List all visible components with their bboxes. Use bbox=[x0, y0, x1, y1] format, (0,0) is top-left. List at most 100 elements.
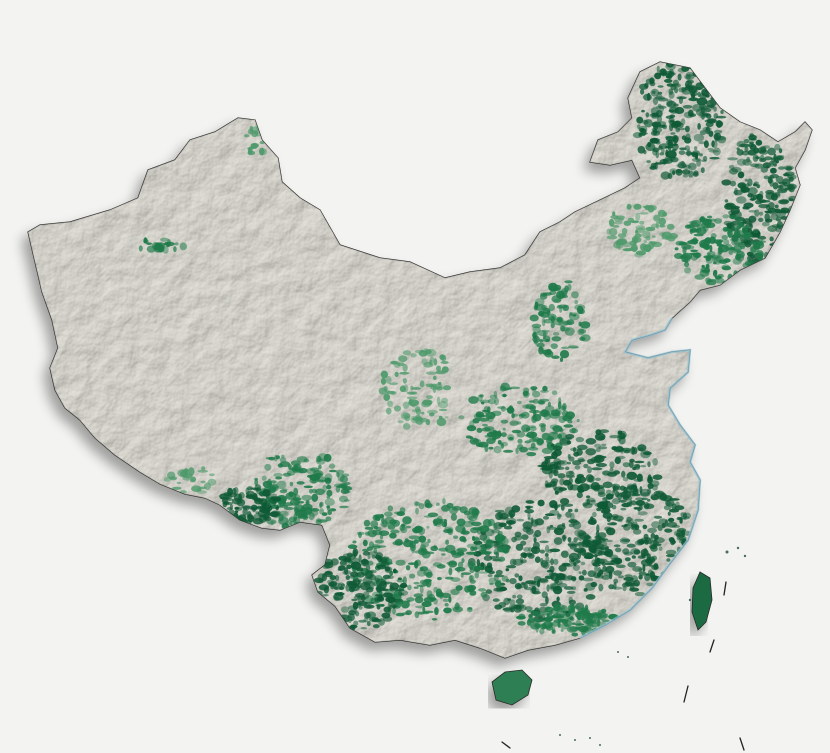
forest-patch bbox=[422, 399, 433, 406]
forest-patch bbox=[665, 549, 677, 556]
forest-patch bbox=[531, 390, 541, 398]
forest-patch bbox=[692, 252, 702, 258]
forest-patch bbox=[597, 567, 602, 574]
forest-patch bbox=[327, 609, 339, 614]
forest-patch bbox=[727, 273, 733, 281]
forest-patch bbox=[347, 613, 355, 622]
forest-patch bbox=[622, 248, 634, 252]
forest-patch bbox=[397, 588, 405, 592]
forest-patch bbox=[503, 525, 513, 530]
forest-patch bbox=[565, 511, 572, 518]
forest-patch bbox=[778, 148, 783, 154]
forest-patch bbox=[643, 239, 647, 244]
forest-patch bbox=[460, 573, 464, 578]
forest-patch bbox=[228, 495, 233, 499]
forest-patch bbox=[645, 244, 651, 253]
forest-patch bbox=[630, 500, 637, 506]
forest-patch bbox=[433, 358, 438, 366]
forest-patch bbox=[636, 116, 644, 124]
forest-patch bbox=[547, 526, 557, 530]
forest-patch bbox=[383, 393, 391, 401]
forest-patch bbox=[468, 520, 475, 524]
forest-patch bbox=[453, 535, 459, 539]
forest-patch bbox=[258, 491, 263, 496]
forest-patch bbox=[276, 480, 287, 490]
forest-patch bbox=[528, 546, 532, 553]
forest-patch bbox=[476, 427, 483, 433]
forest-patch bbox=[706, 251, 716, 257]
forest-patch bbox=[553, 558, 559, 565]
forest-patch bbox=[542, 516, 550, 520]
forest-patch bbox=[370, 520, 379, 528]
forest-patch bbox=[642, 205, 653, 209]
forest-patch bbox=[753, 181, 759, 185]
forest-patch bbox=[529, 405, 536, 411]
forest-patch bbox=[574, 465, 581, 470]
forest-patch bbox=[626, 471, 638, 480]
forest-patch bbox=[469, 575, 473, 581]
forest-patch bbox=[316, 455, 322, 463]
forest-patch bbox=[663, 505, 672, 511]
forest-patch bbox=[536, 438, 545, 445]
forest-patch bbox=[582, 569, 587, 576]
forest-patch bbox=[190, 476, 197, 482]
forest-patch bbox=[749, 241, 758, 245]
forest-patch bbox=[738, 224, 742, 229]
forest-patch bbox=[755, 266, 760, 272]
forest-patch bbox=[259, 508, 270, 513]
forest-patch bbox=[539, 423, 546, 428]
forest-patch bbox=[620, 507, 627, 511]
forest-patch bbox=[639, 83, 649, 90]
forest-patch bbox=[433, 375, 437, 380]
forest-patch bbox=[667, 568, 676, 572]
forest-patch bbox=[598, 538, 602, 542]
forest-patch bbox=[164, 241, 175, 247]
forest-patch bbox=[508, 436, 514, 441]
forest-patch bbox=[695, 82, 704, 90]
forest-patch bbox=[367, 551, 379, 556]
forest-patch bbox=[630, 243, 638, 253]
forest-patch bbox=[372, 624, 380, 629]
forest-patch bbox=[671, 123, 675, 128]
forest-patch bbox=[504, 506, 514, 515]
forest-patch bbox=[421, 601, 432, 608]
forest-patch bbox=[338, 565, 346, 571]
forest-patch bbox=[455, 585, 463, 591]
forest-patch bbox=[596, 462, 607, 468]
forest-patch bbox=[551, 336, 562, 342]
forest-patch bbox=[585, 448, 597, 456]
forest-patch bbox=[272, 499, 276, 507]
forest-patch bbox=[498, 586, 508, 592]
forest-patch bbox=[747, 193, 753, 198]
forest-patch bbox=[640, 559, 652, 567]
forest-patch bbox=[764, 251, 769, 260]
forest-patch bbox=[732, 276, 742, 285]
forest-patch bbox=[414, 611, 420, 619]
forest-patch bbox=[670, 132, 676, 135]
forest-patch bbox=[787, 183, 797, 190]
forest-patch bbox=[521, 534, 529, 540]
forest-patch bbox=[701, 264, 705, 269]
forest-patch bbox=[576, 418, 580, 423]
forest-patch bbox=[768, 202, 775, 209]
forest-patch bbox=[598, 429, 610, 434]
forest-patch bbox=[448, 567, 453, 576]
forest-patch bbox=[385, 596, 396, 603]
forest-patch bbox=[712, 147, 721, 156]
forest-patch bbox=[441, 366, 449, 373]
forest-patch bbox=[535, 625, 539, 633]
forest-patch bbox=[509, 578, 517, 585]
forest-patch bbox=[687, 62, 699, 70]
forest-patch bbox=[396, 579, 405, 583]
forest-patch bbox=[602, 512, 613, 519]
forest-patch bbox=[758, 240, 767, 243]
forest-patch bbox=[563, 620, 573, 628]
forest-patch bbox=[763, 175, 770, 180]
forest-patch bbox=[752, 265, 761, 268]
forest-patch bbox=[650, 107, 660, 115]
forest-patch bbox=[576, 305, 584, 315]
forest-patch bbox=[650, 494, 660, 501]
forest-patch bbox=[655, 221, 660, 229]
forest-patch bbox=[466, 425, 477, 432]
forest-patch bbox=[658, 217, 666, 226]
